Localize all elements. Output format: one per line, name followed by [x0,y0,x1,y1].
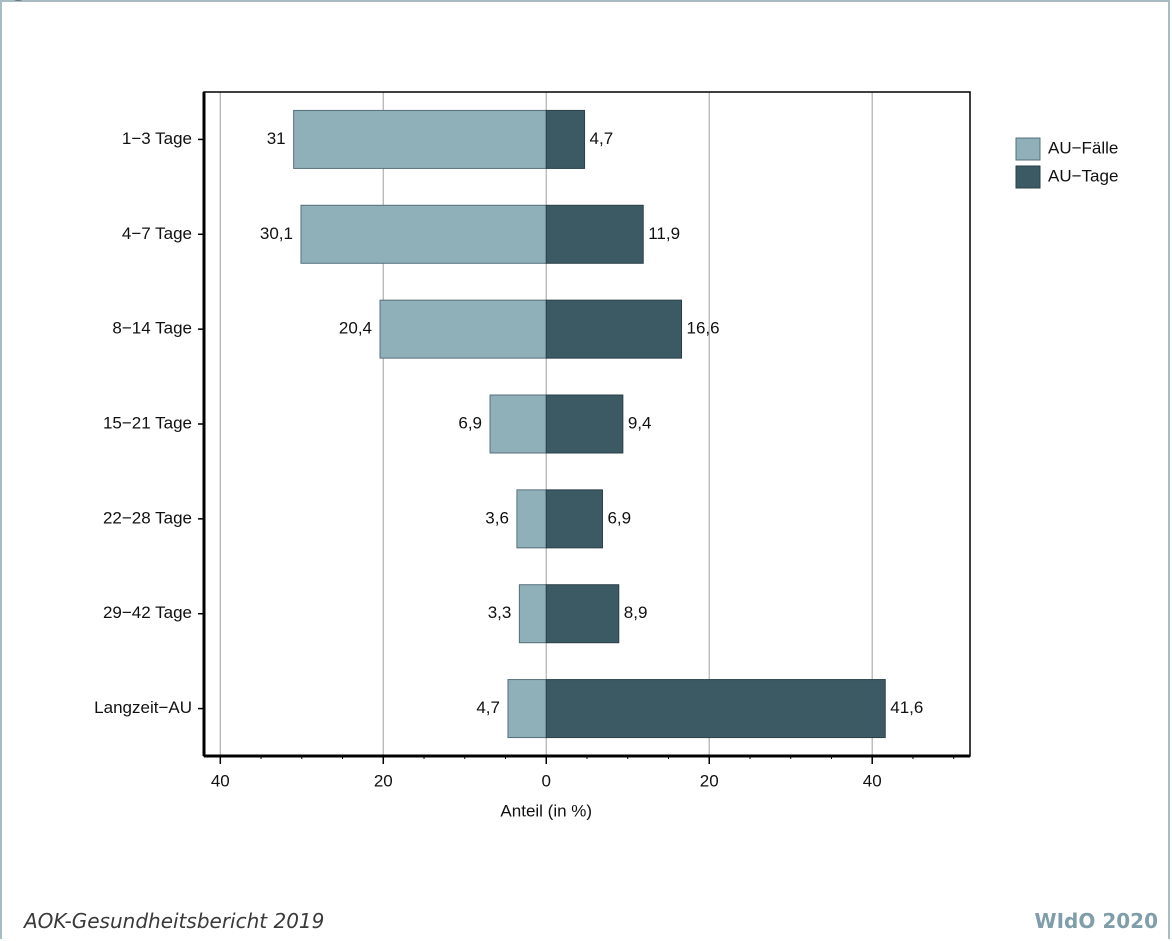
bar-au-faelle-3 [489,394,547,454]
x-tick-label-1: 20 [374,771,393,790]
data-label-au-tage-2: 16,6 [687,319,720,338]
data-label-au-tage-1: 11,9 [648,224,680,243]
category-label-4: 22−28 Tage [103,508,192,527]
data-label-au-tage-0: 4,7 [590,129,614,148]
bar-au-faelle-5 [518,584,547,644]
source-caption: AOK-Gesundheitsbericht 2019 [24,909,325,933]
x-axis-label: Anteil (in %) [500,801,592,820]
bar-au-tage-5 [545,584,620,644]
bar-au-tage-6 [545,679,886,739]
data-label-au-tage-6: 41,6 [890,698,923,717]
category-label-2: 8−14 Tage [112,319,192,338]
bar-au-faelle-0 [293,109,547,169]
legend-label-0: AU−Fälle [1048,138,1118,157]
x-tick-label-0: 40 [211,771,230,790]
data-label-au-tage-5: 8,9 [624,603,648,622]
bar-au-faelle-2 [379,299,547,359]
legend-swatch-1 [1015,165,1041,189]
category-label-5: 29−42 Tage [103,603,192,622]
data-label-au-faelle-0: 31 [267,129,286,148]
bar-au-tage-3 [545,394,624,454]
category-label-0: 1−3 Tage [122,129,192,148]
bar-au-tage-2 [545,299,683,359]
data-label-au-faelle-4: 3,6 [485,508,509,527]
category-label-1: 4−7 Tage [122,224,192,243]
category-label-6: Langzeit−AU [94,698,192,717]
data-label-au-faelle-6: 4,7 [476,698,500,717]
bar-au-faelle-6 [507,679,547,739]
data-label-au-faelle-2: 20,4 [339,319,372,338]
x-tick-label-2: 0 [542,771,551,790]
legend-swatch-0 [1015,137,1041,161]
au-duration-chart: 31 4,7 1−3 Tage 30,1 11,9 4−7 Tage 20,4 16,6 8−1… [94,91,1118,820]
bar-au-faelle-4 [516,489,547,549]
data-label-au-faelle-1: 30,1 [260,224,293,243]
bar-au-tage-4 [545,489,603,549]
data-label-au-tage-4: 6,9 [607,508,631,527]
data-label-au-faelle-5: 3,3 [488,603,512,622]
x-tick-label-3: 20 [700,771,719,790]
bar-au-tage-1 [545,204,644,264]
bar-au-faelle-1 [300,204,547,264]
data-label-au-faelle-3: 6,9 [458,413,482,432]
publisher-brand: WIdO 2020 [1034,909,1158,933]
x-tick-label-4: 40 [863,771,882,790]
legend-label-1: AU−Tage [1048,166,1118,185]
data-label-au-tage-3: 9,4 [628,413,652,432]
category-label-3: 15−21 Tage [103,413,192,432]
bar-au-tage-0 [545,109,586,169]
